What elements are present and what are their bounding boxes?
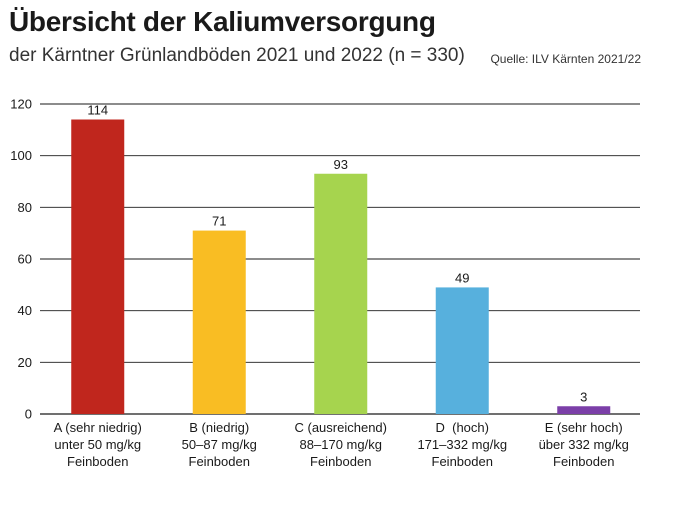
y-tick-label: 80 (18, 200, 32, 215)
y-tick-label: 40 (18, 303, 32, 318)
x-category-label: 171–332 mg/kg (417, 437, 507, 452)
bar-d (435, 287, 489, 414)
y-tick-label: 60 (18, 252, 32, 267)
x-category-label: 88–170 mg/kg (300, 437, 382, 452)
value-label: 71 (212, 214, 226, 229)
x-category-label: Feinboden (67, 454, 128, 469)
x-category-label: E (sehr hoch) (545, 420, 623, 435)
value-label: 93 (334, 157, 348, 172)
x-category-label: über 332 mg/kg (539, 437, 629, 452)
bar-b (192, 230, 246, 414)
value-label: 49 (455, 270, 469, 285)
y-tick-label: 120 (10, 97, 32, 112)
y-tick-label: 20 (18, 355, 32, 370)
bar-e (557, 406, 611, 414)
bars (71, 119, 611, 414)
x-category-label: B (niedrig) (189, 420, 249, 435)
y-tick-label: 100 (10, 148, 32, 163)
bar-c (314, 173, 368, 414)
x-category-label: Feinboden (310, 454, 371, 469)
chart-subtitle: der Kärntner Grünlandböden 2021 und 2022… (9, 45, 465, 66)
x-category-label: Feinboden (189, 454, 250, 469)
x-category-label: A (sehr niedrig) (54, 420, 142, 435)
x-category-label: D (hoch) (436, 420, 489, 435)
x-category-label: 50–87 mg/kg (182, 437, 257, 452)
chart-source: Quelle: ILV Kärnten 2021/22 (490, 52, 641, 66)
bar-a (71, 119, 125, 414)
x-category-label: Feinboden (432, 454, 493, 469)
x-category-label: Feinboden (553, 454, 614, 469)
chart-title: Übersicht der Kaliumversorgung (9, 6, 436, 37)
value-label: 114 (87, 103, 108, 118)
labels: 0 20 40 60 80 100 120 114 A (sehr niedrig) unter … (10, 97, 629, 470)
x-category-label: unter 50 mg/kg (54, 437, 141, 452)
value-label: 3 (580, 389, 587, 404)
y-tick-label: 0 (25, 407, 32, 422)
x-category-label: C (ausreichend) (295, 420, 388, 435)
